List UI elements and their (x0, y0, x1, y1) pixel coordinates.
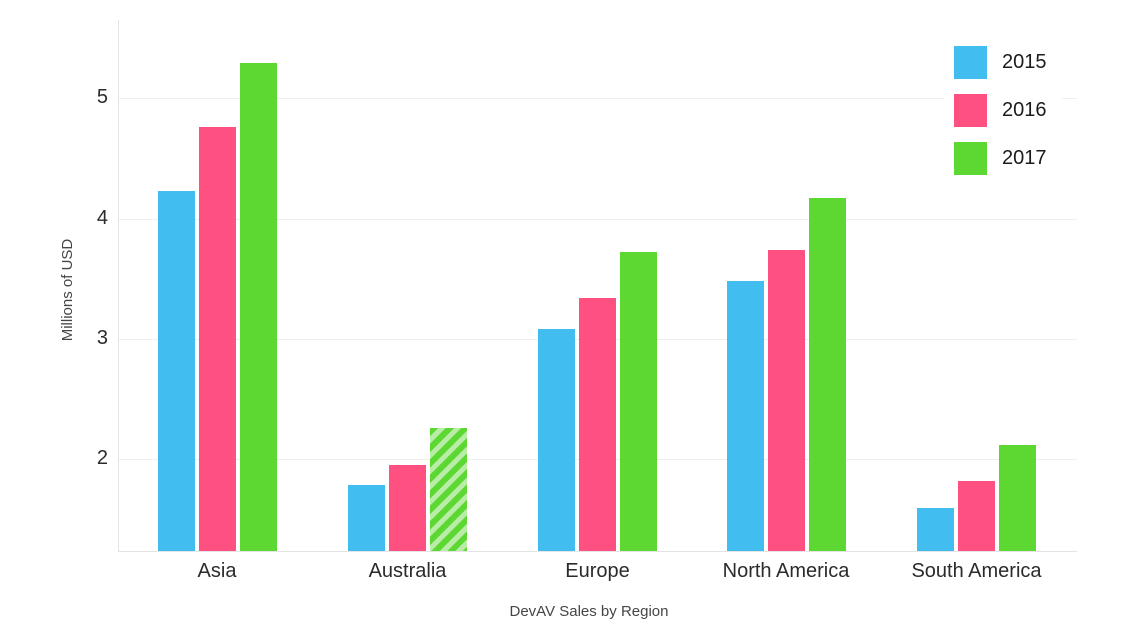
y-tick-label: 5 (96, 86, 108, 108)
bar-2017-australia (430, 428, 467, 551)
bar-2016-north-america (768, 250, 805, 551)
x-axis-title: DevAV Sales by Region (509, 603, 669, 620)
category-label-south-america: South America (911, 560, 1042, 582)
y-tick-label: 3 (96, 327, 108, 349)
category-label-europe: Europe (565, 560, 630, 582)
bar-2016-asia (199, 127, 236, 551)
bar-2016-europe (579, 298, 616, 551)
gridline (118, 98, 1077, 99)
gridline (118, 219, 1077, 220)
category-label-north-america: North America (722, 560, 850, 582)
bar-2016-australia (389, 465, 426, 551)
bar-2015-south-america (917, 508, 954, 551)
legend-swatch-2016 (954, 94, 987, 127)
y-tick-label: 4 (96, 207, 108, 229)
category-label-asia: Asia (197, 560, 237, 582)
legend-label-2017: 2017 (1002, 147, 1047, 169)
bar-2017-north-america (809, 198, 846, 551)
bar-2017-south-america (999, 445, 1036, 551)
bar-2015-north-america (727, 281, 764, 551)
bar-2015-europe (538, 329, 575, 551)
bar-2015-australia (348, 485, 385, 551)
bar-2017-europe (620, 252, 657, 551)
bar-2017-asia (240, 63, 277, 551)
y-axis-title: Millions of USD (59, 238, 76, 342)
y-tick-label: 2 (96, 447, 108, 469)
legend-swatch-2015 (954, 46, 987, 79)
legend-label-2015: 2015 (1002, 51, 1047, 73)
bar-2015-asia (158, 191, 195, 551)
legend-swatch-2017 (954, 142, 987, 175)
bar-2016-south-america (958, 481, 995, 551)
x-axis-line (118, 551, 1077, 552)
legend-label-2016: 2016 (1002, 99, 1047, 121)
y-axis-line (118, 20, 119, 551)
category-label-australia: Australia (368, 560, 447, 582)
